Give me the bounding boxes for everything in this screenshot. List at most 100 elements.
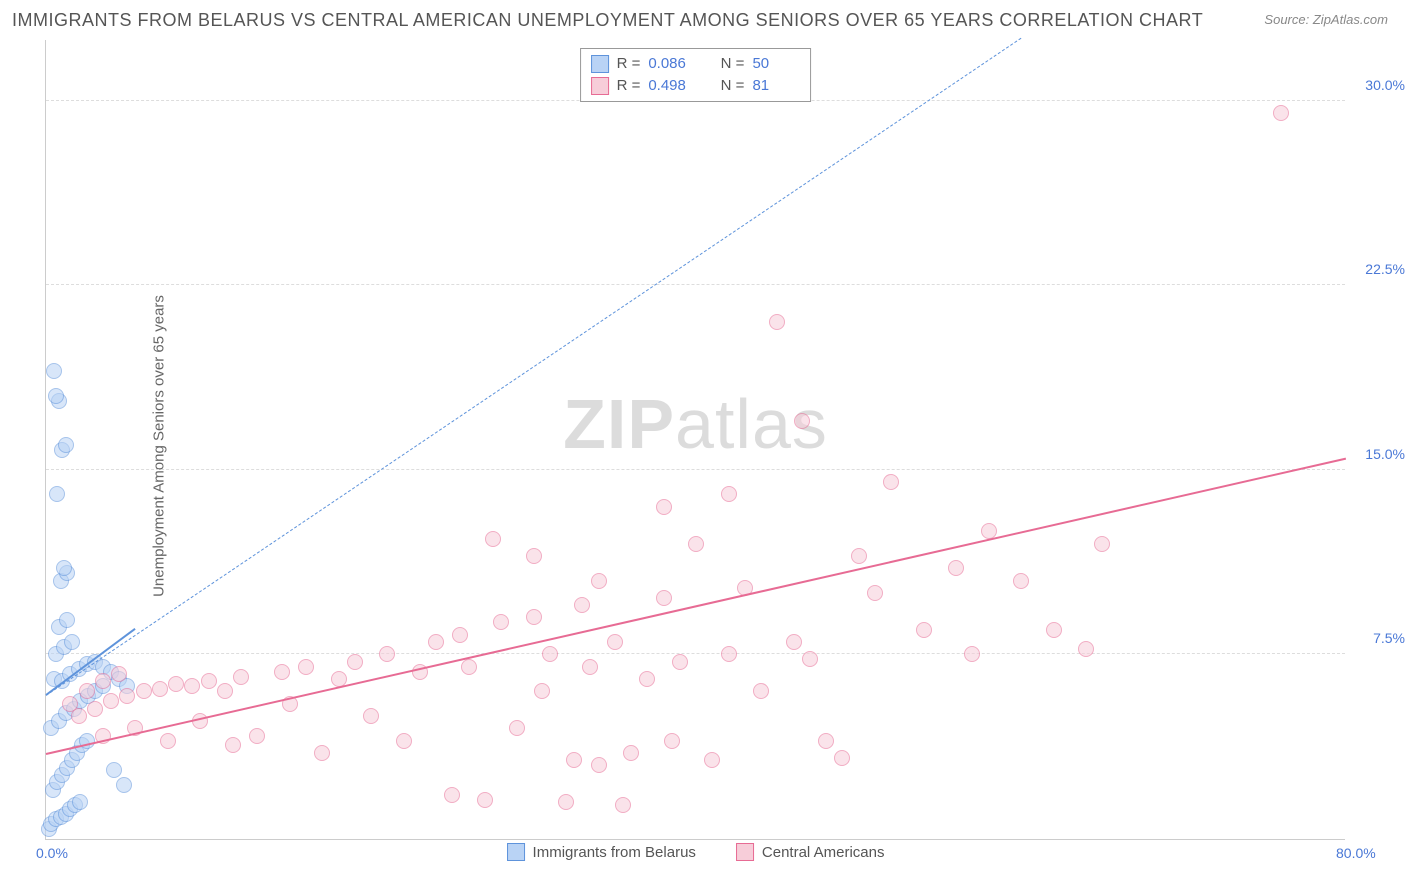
data-point-central <box>363 708 379 724</box>
legend-swatch-central <box>736 843 754 861</box>
data-point-central <box>452 627 468 643</box>
data-point-central <box>95 673 111 689</box>
data-point-central <box>1273 105 1289 121</box>
data-point-central <box>1013 573 1029 589</box>
data-point-central <box>461 659 477 675</box>
data-point-central <box>493 614 509 630</box>
data-point-central <box>79 683 95 699</box>
data-point-belarus <box>46 363 62 379</box>
data-point-central <box>786 634 802 650</box>
source-value: ZipAtlas.com <box>1313 12 1388 27</box>
data-point-central <box>656 590 672 606</box>
legend-stats-row-belarus: R = 0.086 N = 50 <box>591 53 801 75</box>
data-point-central <box>558 794 574 810</box>
data-point-central <box>883 474 899 490</box>
data-point-central <box>62 696 78 712</box>
data-point-central <box>249 728 265 744</box>
data-point-central <box>769 314 785 330</box>
data-point-central <box>574 597 590 613</box>
data-point-central <box>477 792 493 808</box>
data-point-belarus <box>56 560 72 576</box>
r-label: R = <box>617 75 641 97</box>
r-value: 0.498 <box>648 75 696 97</box>
x-tick-label: 80.0% <box>1336 845 1376 861</box>
data-point-central <box>534 683 550 699</box>
data-point-central <box>168 676 184 692</box>
data-point-central <box>298 659 314 675</box>
data-point-belarus <box>64 634 80 650</box>
data-point-belarus <box>59 612 75 628</box>
legend-swatch-belarus <box>507 843 525 861</box>
data-point-central <box>485 531 501 547</box>
data-point-central <box>721 486 737 502</box>
data-point-central <box>721 646 737 662</box>
data-point-central <box>217 683 233 699</box>
data-point-central <box>87 701 103 717</box>
trend-line <box>46 458 1346 755</box>
data-point-belarus <box>48 388 64 404</box>
data-point-central <box>794 413 810 429</box>
y-tick-label: 22.5% <box>1350 261 1405 277</box>
data-point-central <box>615 797 631 813</box>
n-label: N = <box>721 75 745 97</box>
data-point-belarus <box>116 777 132 793</box>
data-point-central <box>526 609 542 625</box>
data-point-central <box>136 683 152 699</box>
data-point-central <box>1078 641 1094 657</box>
data-point-central <box>672 654 688 670</box>
r-value: 0.086 <box>648 53 696 75</box>
data-point-central <box>867 585 883 601</box>
data-point-central <box>103 693 119 709</box>
data-point-central <box>444 787 460 803</box>
legend-stats-row-central: R = 0.498 N = 81 <box>591 75 801 97</box>
data-point-central <box>314 745 330 761</box>
data-point-central <box>233 669 249 685</box>
data-point-central <box>802 651 818 667</box>
watermark-text: ZIPatlas <box>563 384 828 464</box>
data-point-central <box>160 733 176 749</box>
data-point-belarus <box>106 762 122 778</box>
data-point-central <box>623 745 639 761</box>
data-point-central <box>347 654 363 670</box>
data-point-central <box>753 683 769 699</box>
data-point-central <box>818 733 834 749</box>
legend-stats-box: R = 0.086 N = 50R = 0.498 N = 81 <box>580 48 812 102</box>
gridline <box>46 653 1345 654</box>
data-point-central <box>111 666 127 682</box>
data-point-central <box>526 548 542 564</box>
r-label: R = <box>617 53 641 75</box>
data-point-central <box>656 499 672 515</box>
data-point-central <box>1094 536 1110 552</box>
data-point-central <box>591 573 607 589</box>
watermark-bold: ZIP <box>563 385 675 463</box>
y-tick-label: 30.0% <box>1350 77 1405 93</box>
data-point-central <box>542 646 558 662</box>
data-point-central <box>664 733 680 749</box>
data-point-belarus <box>58 437 74 453</box>
legend-item-belarus: Immigrants from Belarus <box>507 843 696 861</box>
legend-swatch-central <box>591 77 609 95</box>
data-point-central <box>184 678 200 694</box>
legend-label: Central Americans <box>762 844 885 861</box>
data-point-central <box>964 646 980 662</box>
data-point-belarus <box>72 794 88 810</box>
data-point-central <box>704 752 720 768</box>
bottom-legend: Immigrants from Belarus Central Americans <box>507 843 885 861</box>
data-point-central <box>607 634 623 650</box>
data-point-central <box>225 737 241 753</box>
data-point-central <box>396 733 412 749</box>
legend-label: Immigrants from Belarus <box>533 844 696 861</box>
chart-title: IMMIGRANTS FROM BELARUS VS CENTRAL AMERI… <box>12 10 1203 31</box>
data-point-central <box>639 671 655 687</box>
data-point-central <box>688 536 704 552</box>
data-point-central <box>428 634 444 650</box>
data-point-central <box>582 659 598 675</box>
data-point-central <box>591 757 607 773</box>
data-point-central <box>379 646 395 662</box>
source-label: Source: <box>1264 12 1309 27</box>
scatter-plot-area: ZIPatlas R = 0.086 N = 50R = 0.498 N = 8… <box>45 40 1345 840</box>
data-point-central <box>119 688 135 704</box>
data-point-central <box>509 720 525 736</box>
gridline <box>46 469 1345 470</box>
data-point-central <box>916 622 932 638</box>
